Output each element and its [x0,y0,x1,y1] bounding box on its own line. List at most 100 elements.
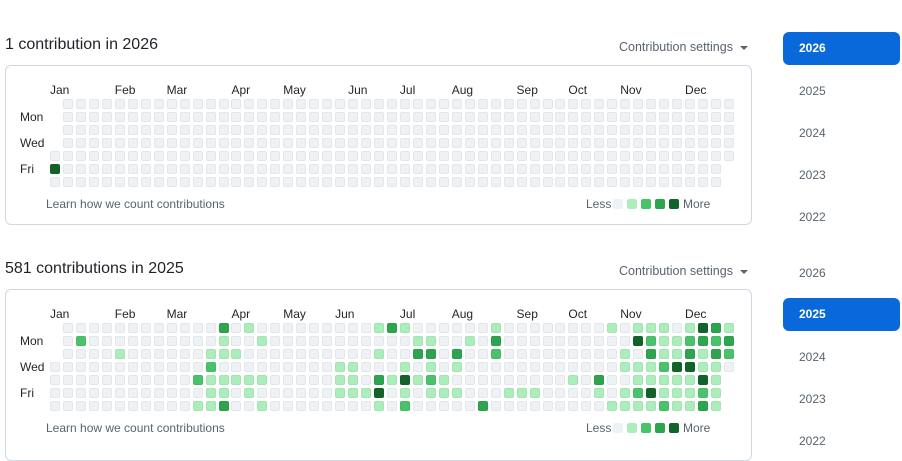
contribution-day-cell[interactable] [620,362,631,372]
contribution-day-cell[interactable] [711,336,721,346]
contribution-day-cell[interactable] [309,336,320,346]
contribution-day-cell[interactable] [516,112,527,122]
contribution-day-cell[interactable] [659,112,670,122]
contribution-day-cell[interactable] [723,362,734,372]
contribution-day-cell[interactable] [659,401,670,411]
contribution-day-cell[interactable] [659,375,670,385]
contribution-day-cell[interactable] [633,388,644,398]
contribution-day-cell[interactable] [283,112,294,122]
contribution-day-cell[interactable] [270,388,281,398]
contribution-day-cell[interactable] [127,401,138,411]
contribution-day-cell[interactable] [140,388,151,398]
contribution-day-cell[interactable] [140,151,151,161]
contribution-day-cell[interactable] [63,177,73,187]
contribution-day-cell[interactable] [672,112,683,122]
contribution-day-cell[interactable] [88,125,99,135]
contribution-day-cell[interactable] [140,138,151,148]
contribution-day-cell[interactable] [101,112,112,122]
contribution-day-cell[interactable] [646,138,657,148]
contribution-day-cell[interactable] [231,164,242,174]
contribution-day-cell[interactable] [698,177,708,187]
contribution-day-cell[interactable] [555,125,566,135]
contribution-day-cell[interactable] [711,362,721,372]
contribution-day-cell[interactable] [283,362,294,372]
contribution-day-cell[interactable] [412,125,423,135]
contribution-day-cell[interactable] [374,362,384,372]
contribution-day-cell[interactable] [477,177,488,187]
contribution-day-cell[interactable] [101,125,112,135]
contribution-day-cell[interactable] [477,349,488,359]
contribution-day-cell[interactable] [257,323,268,333]
contribution-day-cell[interactable] [594,362,605,372]
contribution-day-cell[interactable] [244,375,255,385]
contribution-day-cell[interactable] [270,349,281,359]
year-button-2026[interactable]: 2026 [799,266,826,280]
contribution-day-cell[interactable] [425,177,436,187]
contribution-day-cell[interactable] [205,349,216,359]
contribution-settings-button[interactable]: Contribution settings [619,40,748,54]
contribution-day-cell[interactable] [477,362,488,372]
contribution-day-cell[interactable] [529,401,540,411]
contribution-day-cell[interactable] [153,362,164,372]
contribution-day-cell[interactable] [464,323,475,333]
contribution-day-cell[interactable] [698,112,708,122]
contribution-day-cell[interactable] [140,362,151,372]
contribution-day-cell[interactable] [607,125,618,135]
contribution-day-cell[interactable] [205,375,216,385]
contribution-day-cell[interactable] [516,125,527,135]
contribution-day-cell[interactable] [153,151,164,161]
contribution-day-cell[interactable] [50,388,60,398]
contribution-day-cell[interactable] [127,112,138,122]
contribution-day-cell[interactable] [205,112,216,122]
contribution-day-cell[interactable] [270,362,281,372]
contribution-day-cell[interactable] [50,401,60,411]
contribution-day-cell[interactable] [166,151,177,161]
contribution-day-cell[interactable] [594,99,605,109]
contribution-day-cell[interactable] [659,138,670,148]
contribution-day-cell[interactable] [633,323,644,333]
contribution-day-cell[interactable] [205,138,216,148]
contribution-day-cell[interactable] [335,362,346,372]
contribution-day-cell[interactable] [568,362,579,372]
contribution-day-cell[interactable] [581,388,592,398]
contribution-day-cell[interactable] [685,177,695,187]
contribution-day-cell[interactable] [335,401,346,411]
contribution-day-cell[interactable] [555,336,566,346]
contribution-day-cell[interactable] [620,177,631,187]
contribution-day-cell[interactable] [672,138,683,148]
contribution-day-cell[interactable] [361,336,371,346]
contribution-day-cell[interactable] [542,362,553,372]
contribution-day-cell[interactable] [503,177,514,187]
contribution-day-cell[interactable] [659,349,670,359]
contribution-day-cell[interactable] [270,99,281,109]
contribution-day-cell[interactable] [309,138,320,148]
contribution-day-cell[interactable] [477,336,488,346]
contribution-day-cell[interactable] [672,401,683,411]
contribution-day-cell[interactable] [451,349,462,359]
contribution-day-cell[interactable] [361,151,371,161]
contribution-day-cell[interactable] [568,388,579,398]
contribution-day-cell[interactable] [698,99,708,109]
contribution-day-cell[interactable] [257,112,268,122]
contribution-day-cell[interactable] [374,336,384,346]
contribution-day-cell[interactable] [114,375,125,385]
contribution-day-cell[interactable] [646,164,657,174]
contribution-day-cell[interactable] [309,349,320,359]
contribution-day-cell[interactable] [633,99,644,109]
contribution-day-cell[interactable] [503,323,514,333]
contribution-day-cell[interactable] [425,336,436,346]
contribution-day-cell[interactable] [555,401,566,411]
contribution-day-cell[interactable] [322,164,333,174]
contribution-day-cell[interactable] [516,388,527,398]
contribution-day-cell[interactable] [179,401,190,411]
contribution-day-cell[interactable] [503,401,514,411]
contribution-day-cell[interactable] [399,125,410,135]
contribution-day-cell[interactable] [257,125,268,135]
contribution-day-cell[interactable] [192,388,203,398]
contribution-day-cell[interactable] [140,336,151,346]
contribution-day-cell[interactable] [516,99,527,109]
contribution-day-cell[interactable] [88,375,99,385]
contribution-day-cell[interactable] [270,138,281,148]
contribution-day-cell[interactable] [711,151,721,161]
contribution-day-cell[interactable] [672,99,683,109]
